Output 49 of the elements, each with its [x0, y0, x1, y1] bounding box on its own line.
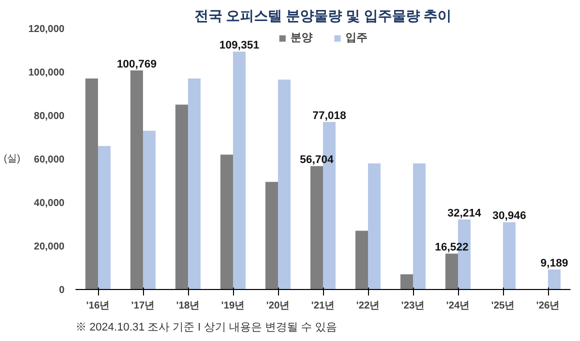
chart-title: 전국 오피스텔 분양물량 및 입주물량 추이: [194, 8, 452, 24]
bar: [445, 254, 458, 290]
data-label: 9,189: [540, 258, 568, 270]
data-label: 16,522: [434, 242, 469, 254]
data-label: 109,351: [219, 40, 260, 52]
legend-label: 입주: [346, 31, 368, 45]
x-tick-label: '18년: [176, 300, 200, 312]
y-tick-label: 40,000: [34, 198, 65, 209]
data-label: 56,704: [300, 154, 334, 166]
bar: [175, 104, 188, 290]
bar: [85, 78, 98, 290]
y-tick-label: 120,000: [28, 24, 65, 35]
y-tick-label: 60,000: [34, 154, 65, 166]
bar: [278, 80, 291, 290]
bar: [548, 270, 561, 290]
y-tick-label: 20,000: [34, 242, 65, 252]
y-axis-title: (실): [4, 154, 20, 164]
data-label: 77,018: [312, 110, 346, 122]
x-tick-label: '17년: [131, 300, 155, 312]
x-tick-label: '26년: [536, 300, 560, 312]
bar: [413, 163, 426, 290]
x-tick-label: '16년: [86, 300, 110, 312]
bar: [368, 163, 381, 290]
x-tick-label: '23년: [401, 300, 425, 312]
bar: [233, 52, 246, 290]
x-tick-label: '24년: [446, 300, 470, 312]
data-label: 32,214: [447, 207, 482, 220]
y-tick-label: 0: [58, 285, 65, 296]
x-tick-label: '21년: [311, 300, 335, 312]
x-tick-label: '20년: [266, 300, 290, 312]
x-tick-label: '22년: [356, 300, 380, 312]
legend-label: 분양: [290, 31, 312, 45]
bar: [400, 274, 413, 290]
y-tick-label: 100,000: [28, 68, 65, 78]
bar: [220, 154, 233, 290]
bar: [143, 130, 156, 290]
bar: [188, 78, 201, 290]
bar: [503, 222, 516, 290]
data-label: 100,769: [116, 58, 157, 70]
x-tick-label: '25년: [491, 300, 515, 312]
bar: [310, 166, 323, 290]
y-tick-label: 80,000: [34, 111, 65, 122]
text: ※ 2024.10.31 조사 기준 I 상기 내용은 변경될 수 있음: [76, 322, 338, 334]
bar: [98, 146, 111, 290]
data-label: 30,946: [492, 210, 526, 222]
bar: [130, 70, 143, 290]
x-tick-label: '19년: [221, 300, 245, 312]
bar: [355, 230, 368, 290]
bar: [265, 182, 278, 290]
